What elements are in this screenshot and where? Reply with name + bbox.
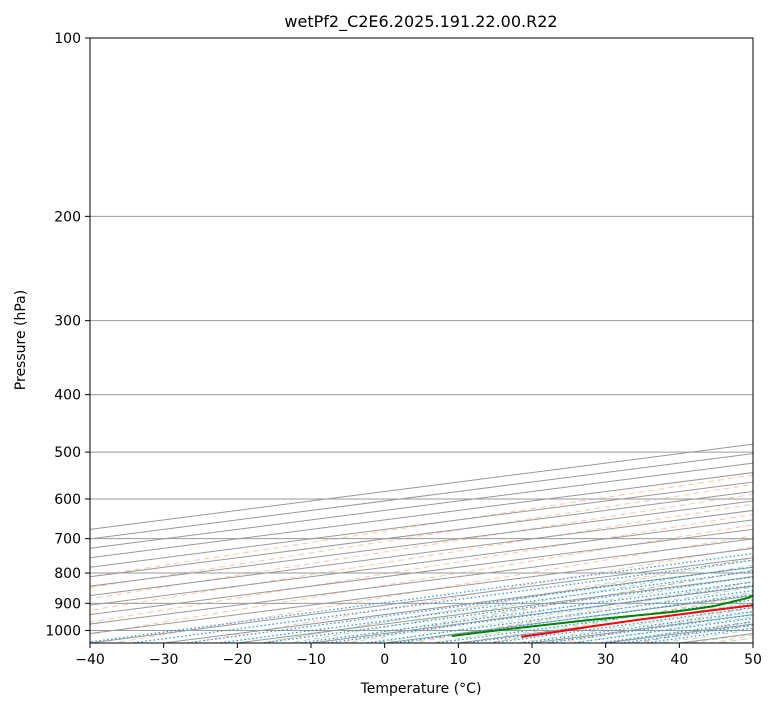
- isotherm-line: [90, 481, 753, 568]
- y-axis-label: Pressure (hPa): [13, 290, 29, 390]
- moist-adiabat-line: [541, 611, 753, 643]
- isotherm-line: [307, 585, 753, 643]
- mixing-ratio-line: [389, 593, 753, 643]
- isotherm-line: [601, 623, 753, 643]
- dry-adiabat-line: [335, 569, 753, 643]
- isotherm-line: [233, 576, 753, 643]
- plot-frame: [89, 37, 754, 644]
- chart-title: wetPf2_C2E6.2025.191.22.00.R22: [284, 12, 557, 32]
- x-tick-label: 50: [744, 652, 762, 668]
- moist-adiabat-line: [714, 637, 753, 643]
- moist-adiabat-line: [484, 602, 753, 643]
- dry-adiabat-line: [260, 557, 753, 643]
- x-tick-label: −20: [223, 652, 253, 668]
- dry-adiabat-line: [90, 524, 753, 635]
- dry-adiabat-line: [90, 474, 753, 578]
- dewpoint-profile-line: [451, 593, 753, 637]
- isotherm-line: [749, 642, 753, 643]
- moist-adiabat-line: [456, 597, 753, 643]
- y-tick-label: 700: [54, 532, 81, 548]
- isotherm-line: [90, 547, 753, 635]
- axis-ticks: −40 −30 −20 −10 0 10 20 30 40 50 100 200 300 400 500 60…: [45, 31, 762, 668]
- dry-adiabat-line: [484, 594, 753, 643]
- x-tick-label: −40: [75, 652, 105, 668]
- x-tick-label: 40: [670, 652, 688, 668]
- dry-adiabat-line: [111, 535, 753, 643]
- dry-adiabat-line: [709, 634, 753, 643]
- isotherm-line: [90, 557, 753, 643]
- plot-grid: [90, 38, 753, 643]
- x-tick-label: 20: [523, 652, 541, 668]
- dry-adiabat-line: [90, 493, 753, 600]
- isotherm-line: [90, 472, 753, 559]
- x-tick-label: 10: [449, 652, 467, 668]
- mixing-ratio-line: [360, 589, 753, 643]
- dry-adiabat-line: [90, 483, 753, 589]
- temperature-profile-line: [521, 604, 753, 638]
- y-tick-label: 500: [54, 445, 81, 461]
- x-axis-label: Temperature (°C): [360, 681, 482, 697]
- y-tick-label: 200: [54, 209, 81, 225]
- y-tick-label: 300: [54, 314, 81, 330]
- isotherm-line: [90, 528, 753, 616]
- moist-adiabat-line: [285, 564, 753, 643]
- moist-adiabat-line: [513, 606, 753, 643]
- x-tick-label: −10: [296, 652, 326, 668]
- moist-adiabat-line: [371, 581, 753, 643]
- x-tick-label: 30: [597, 652, 615, 668]
- isotherm-line: [90, 443, 753, 530]
- moist-adiabat-line: [257, 559, 753, 643]
- isotherm-line: [90, 462, 753, 549]
- y-tick-label: 800: [54, 566, 81, 582]
- isotherm-line: [159, 566, 753, 643]
- isotherm-line: [528, 614, 753, 643]
- isotherm-line: [90, 500, 753, 587]
- x-tick-label: −30: [149, 652, 179, 668]
- moist-adiabat-line: [570, 616, 753, 643]
- moist-adiabat-line: [399, 586, 753, 643]
- mixing-ratio-line: [321, 584, 753, 643]
- dry-adiabat-line: [90, 503, 753, 611]
- moist-adiabat-line: [428, 591, 753, 643]
- mixing-ratio-line: [517, 610, 753, 643]
- moist-adiabat-line: [685, 633, 753, 643]
- dry-adiabat-line: [90, 513, 753, 623]
- mixing-ratio-line: [431, 599, 753, 643]
- y-tick-label: 400: [54, 388, 81, 404]
- y-tick-label: 1000: [45, 623, 81, 639]
- isotherm-line: [90, 453, 753, 540]
- y-tick-label: 100: [54, 31, 81, 47]
- mixing-ratio-line: [127, 559, 753, 643]
- isotherm-line: [90, 538, 753, 625]
- isotherm-line: [90, 519, 753, 606]
- y-tick-label: 900: [54, 596, 81, 612]
- isotherm-line: [90, 509, 753, 597]
- dry-adiabat-line: [185, 546, 753, 643]
- isotherm-line: [90, 490, 753, 578]
- x-tick-label: 0: [380, 652, 389, 668]
- y-tick-label: 600: [54, 492, 81, 508]
